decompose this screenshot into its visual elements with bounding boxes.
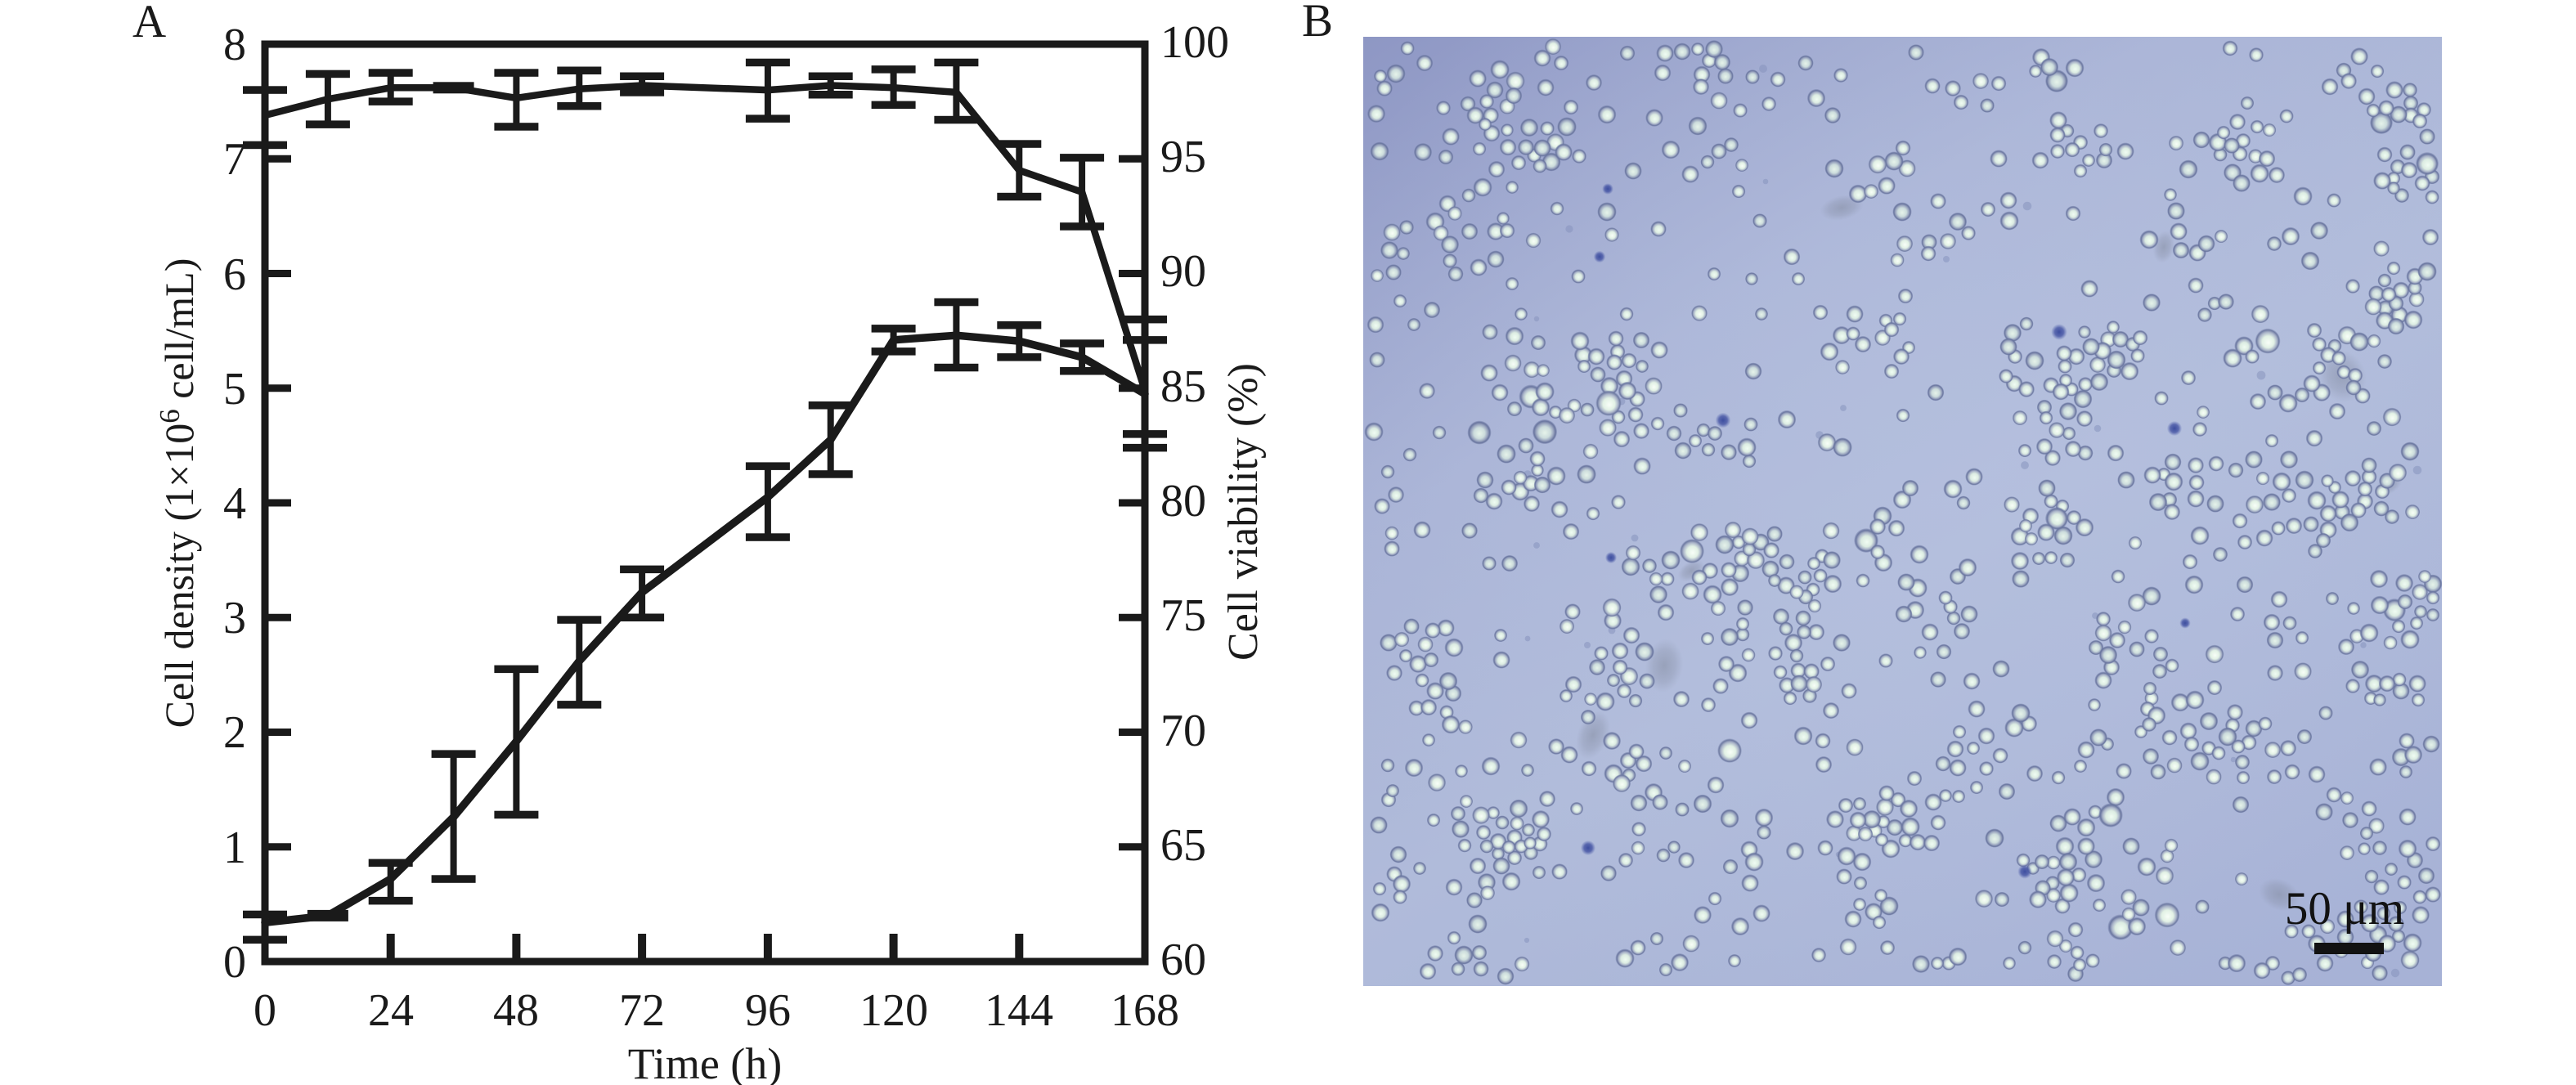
svg-text:96: 96 [745, 985, 791, 1036]
svg-text:144: 144 [985, 985, 1053, 1036]
svg-text:Cell viability (%): Cell viability (%) [1220, 363, 1267, 661]
svg-text:100: 100 [1160, 17, 1229, 68]
svg-text:8: 8 [223, 20, 246, 70]
svg-text:0: 0 [223, 937, 246, 988]
svg-text:75: 75 [1160, 590, 1206, 641]
svg-text:120: 120 [859, 985, 928, 1036]
svg-text:95: 95 [1160, 132, 1206, 182]
svg-text:70: 70 [1160, 706, 1206, 756]
svg-text:4: 4 [223, 478, 246, 529]
svg-text:2: 2 [223, 707, 246, 758]
svg-text:90: 90 [1160, 246, 1206, 297]
svg-text:65: 65 [1160, 820, 1206, 871]
svg-text:24: 24 [368, 985, 414, 1036]
svg-text:7: 7 [223, 134, 246, 185]
svg-text:72: 72 [619, 985, 665, 1036]
svg-text:168: 168 [1111, 985, 1179, 1036]
svg-text:80: 80 [1160, 476, 1206, 527]
svg-text:Cell density (1×106 cell/mL): Cell density (1×106 cell/mL) [154, 258, 202, 729]
svg-text:48: 48 [493, 985, 539, 1036]
svg-text:50 μm: 50 μm [2285, 883, 2404, 935]
svg-text:5: 5 [223, 364, 246, 415]
svg-text:6: 6 [223, 249, 246, 300]
svg-text:3: 3 [223, 593, 246, 643]
svg-text:1: 1 [223, 823, 246, 873]
svg-text:60: 60 [1160, 935, 1206, 985]
svg-text:0: 0 [254, 985, 276, 1036]
svg-text:Time (h): Time (h) [628, 1039, 783, 1085]
svg-text:85: 85 [1160, 361, 1206, 412]
